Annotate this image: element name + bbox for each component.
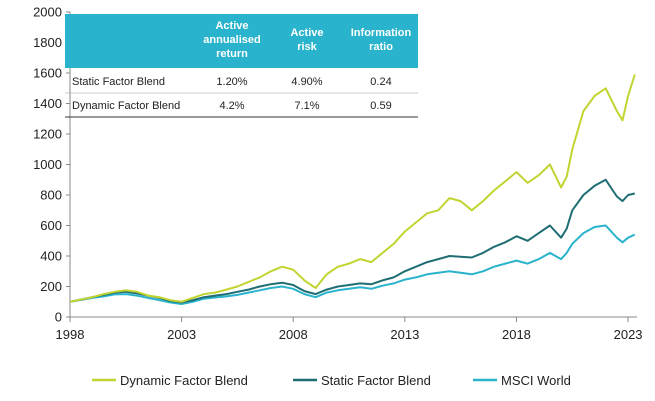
legend-item-static-label: Static Factor Blend xyxy=(321,373,431,388)
table-cell: 4.90% xyxy=(291,76,322,88)
series-lines xyxy=(69,74,636,305)
x-tick-label: 2013 xyxy=(390,327,419,342)
table-cell: 0.24 xyxy=(370,76,391,88)
x-tick-label: 1998 xyxy=(56,327,85,342)
y-tick-label: 2000 xyxy=(33,5,62,20)
y-tick-label: 600 xyxy=(40,218,62,233)
y-tick-label: 1600 xyxy=(33,66,62,81)
y-tick-label: 1200 xyxy=(33,127,62,142)
y-tick-label: 0 xyxy=(55,310,62,325)
table-row-label: Dynamic Factor Blend xyxy=(72,100,180,112)
y-tick-label: 1400 xyxy=(33,96,62,111)
table-cell: 1.20% xyxy=(216,76,247,88)
table-cell: 0.59 xyxy=(370,100,391,112)
table-cell: 7.1% xyxy=(294,100,319,112)
dynamic-factor-blend-line xyxy=(69,74,636,303)
table-header-cell: Active risk xyxy=(290,27,323,53)
legend-item-msci-label: MSCI World xyxy=(501,373,571,388)
y-tick-label: 1000 xyxy=(33,157,62,172)
x-tick-label: 2018 xyxy=(502,327,531,342)
table-row-label: Static Factor Blend xyxy=(72,76,165,88)
y-tick-label: 1800 xyxy=(33,35,62,50)
table-header-cell: Information ratio xyxy=(351,27,412,53)
static-factor-blend-line xyxy=(69,178,636,304)
table-body: Static Factor Blend 1.20% 4.90% 0.24 Dynamic… xyxy=(72,76,392,112)
table-header-cell: Active annualised return xyxy=(203,20,260,60)
x-tick-label: 2023 xyxy=(614,327,643,342)
msci-world-line xyxy=(69,224,636,305)
table-header: Active annualised return Active risk Informat… xyxy=(203,20,411,60)
x-tick-label: 2003 xyxy=(167,327,196,342)
x-tick-label: 2008 xyxy=(279,327,308,342)
y-tick-labels: 0 200 400 600 800 1000 1200 1400 1600 1800 2000 xyxy=(33,5,70,325)
y-tick-label: 800 xyxy=(40,188,62,203)
stats-table: Active annualised return Active risk Informat… xyxy=(65,14,418,118)
y-tick-label: 200 xyxy=(40,279,62,294)
x-tick-labels: 1998 2003 2008 2013 2018 2023 xyxy=(56,317,643,342)
table-header-bg xyxy=(65,14,418,68)
table-cell: 4.2% xyxy=(219,100,244,112)
legend: Dynamic Factor Blend Static Factor Blend M… xyxy=(92,373,571,388)
legend-item-dynamic-label: Dynamic Factor Blend xyxy=(120,373,248,388)
y-tick-label: 400 xyxy=(40,249,62,264)
